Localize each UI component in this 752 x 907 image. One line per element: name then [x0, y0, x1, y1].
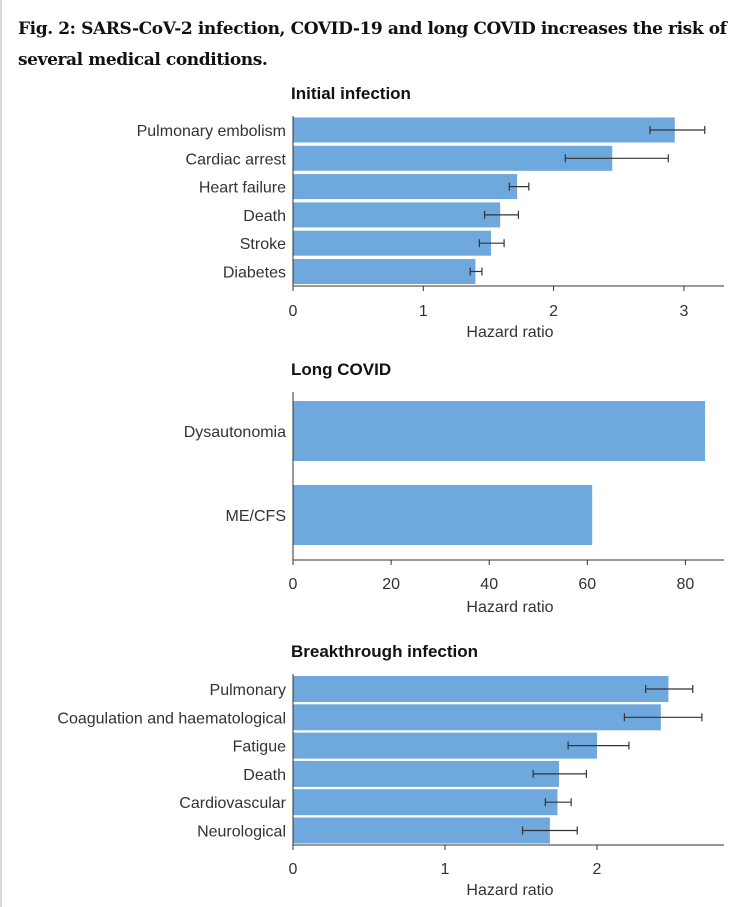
bar-stroke: [293, 230, 492, 256]
panel-long-covid: Long COVID Dysautonomia ME/CFS 0 20 40 60 80 Haz…: [184, 360, 724, 616]
bar-dysautonomia: [293, 401, 706, 461]
x-tick-label: 0: [289, 303, 298, 320]
x-tick-label: 1: [441, 861, 450, 878]
figure-title: Fig. 2: SARS-CoV-2 infection, COVID-19 a…: [18, 19, 727, 70]
panel-title: Initial infection: [291, 84, 411, 103]
bar-death: [293, 202, 501, 228]
panel-title: Breakthrough infection: [291, 642, 478, 661]
error-bar: [521, 826, 578, 835]
bar-neurological: [293, 817, 550, 844]
error-bar: [469, 267, 483, 276]
panel-initial-infection: Initial infection Pulmonary embolism Cardi…: [137, 84, 724, 341]
category-label: Diabetes: [223, 265, 286, 282]
category-label: Pulmonary: [210, 682, 286, 699]
bar-fatigue: [293, 732, 597, 759]
error-bar: [567, 741, 630, 750]
x-tick-label: 40: [480, 576, 498, 593]
category-label: Stroke: [240, 236, 286, 253]
bar-pulmonary-embolism: [293, 117, 675, 143]
error-bar: [645, 685, 694, 693]
category-label: Neurological: [197, 824, 286, 841]
x-tick-label: 60: [578, 576, 596, 593]
category-label: Death: [243, 208, 286, 225]
error-bar: [623, 713, 703, 722]
x-axis-title: Hazard ratio: [466, 882, 553, 899]
error-bar: [564, 154, 669, 163]
x-axis-title: Hazard ratio: [466, 324, 553, 341]
x-tick-label: 2: [593, 861, 602, 878]
x-tick-label: 20: [382, 576, 400, 593]
error-bar: [483, 210, 520, 219]
category-label: Coagulation and haematological: [57, 710, 286, 727]
category-label: Fatigue: [233, 739, 286, 756]
bar-cardiac-arrest: [293, 145, 613, 171]
category-label: Cardiac arrest: [186, 151, 287, 168]
bar-me-cfs: [293, 485, 593, 545]
bar-heart-failure: [293, 174, 518, 200]
x-tick-label: 80: [677, 576, 695, 593]
bar-diabetes: [293, 259, 476, 284]
x-tick-label: 0: [289, 576, 298, 593]
x-tick-label: 3: [679, 303, 688, 320]
category-label: Pulmonary embolism: [137, 123, 286, 140]
error-bar: [478, 239, 505, 248]
panel-breakthrough-infection: Breakthrough infection Pulmonary Coagulati…: [57, 642, 724, 899]
x-tick-label: 1: [419, 303, 428, 320]
x-tick-label: 0: [289, 861, 298, 878]
error-bar: [532, 769, 587, 778]
error-bar: [508, 182, 530, 191]
category-label: Heart failure: [199, 180, 286, 197]
error-bar: [544, 798, 572, 807]
panel-title: Long COVID: [291, 360, 391, 379]
x-axis-title: Hazard ratio: [466, 599, 553, 616]
bar-death: [293, 760, 559, 787]
category-label: Dysautonomia: [184, 424, 286, 441]
x-tick-label: 2: [549, 303, 558, 320]
error-bar: [649, 126, 706, 134]
category-label: Cardiovascular: [179, 795, 286, 812]
category-label: ME/CFS: [226, 508, 286, 525]
category-label: Death: [243, 767, 286, 784]
bar-coagulation-and-haematological: [293, 704, 661, 731]
bar-cardiovascular: [293, 789, 558, 816]
bar-pulmonary: [293, 676, 669, 702]
